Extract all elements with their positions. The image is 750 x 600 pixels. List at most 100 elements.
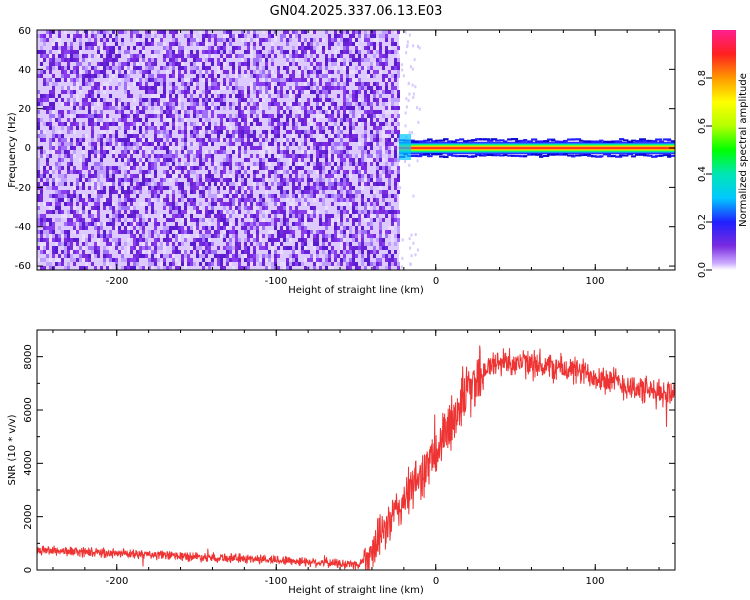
noise-cell [136, 58, 139, 62]
noise-cell [205, 30, 208, 34]
noise-cell [199, 62, 202, 66]
noise-cell [40, 58, 43, 62]
noise-cell [316, 230, 319, 234]
noise-cell [355, 230, 358, 234]
noise-cell [208, 150, 211, 154]
noise-cell [322, 190, 325, 194]
noise-cell [238, 122, 241, 126]
noise-cell [211, 226, 214, 230]
noise-cell [382, 114, 385, 118]
noise-cell [364, 150, 367, 154]
noise-cell [190, 186, 193, 190]
noise-cell [343, 42, 346, 46]
noise-cell [112, 190, 115, 194]
noise-cell [244, 134, 247, 138]
noise-cell [97, 186, 100, 190]
noise-cell [355, 42, 358, 46]
noise-cell [259, 58, 262, 62]
noise-cell [64, 30, 67, 34]
noise-cell [295, 54, 298, 58]
noise-cell [256, 218, 259, 222]
noise-cell [58, 42, 61, 46]
noise-cell [292, 102, 295, 106]
noise-cell [346, 82, 349, 86]
noise-cell [337, 198, 340, 202]
noise-cell [127, 214, 130, 218]
noise-cell [298, 210, 301, 214]
noise-cell [97, 134, 100, 138]
noise-cell [97, 42, 100, 46]
noise-cell [58, 34, 61, 38]
noise-cell [217, 218, 220, 222]
noise-cell [181, 66, 184, 70]
noise-cell [127, 262, 130, 266]
noise-cell [417, 120, 420, 124]
noise-cell [199, 202, 202, 206]
noise-cell [88, 46, 91, 50]
noise-cell [247, 194, 250, 198]
noise-cell [319, 46, 322, 50]
noise-cell [337, 190, 340, 194]
noise-cell [151, 90, 154, 94]
noise-cell [316, 118, 319, 122]
noise-cell [172, 190, 175, 194]
noise-cell [112, 174, 115, 178]
noise-cell [217, 214, 220, 218]
noise-cell [253, 254, 256, 258]
signal-band-edge [495, 139, 501, 142]
noise-cell [82, 162, 85, 166]
noise-cell [322, 246, 325, 250]
noise-cell [151, 94, 154, 98]
noise-cell [166, 110, 169, 114]
noise-cell [37, 170, 40, 174]
noise-cell [85, 266, 88, 270]
noise-cell [376, 130, 379, 134]
noise-cell [190, 134, 193, 138]
noise-cell [142, 254, 145, 258]
noise-cell [319, 246, 322, 250]
signal-band-edge [427, 155, 433, 158]
noise-cell [385, 150, 388, 154]
noise-cell [124, 90, 127, 94]
noise-cell [292, 230, 295, 234]
noise-cell [286, 50, 289, 54]
noise-cell [361, 38, 364, 42]
noise-cell [100, 222, 103, 226]
noise-cell [340, 182, 343, 186]
noise-cell [382, 102, 385, 106]
noise-cell [370, 226, 373, 230]
noise-cell [40, 190, 43, 194]
noise-cell [373, 234, 376, 238]
signal-band-edge [543, 140, 550, 143]
noise-cell [76, 126, 79, 130]
noise-cell [349, 266, 352, 270]
noise-cell [373, 210, 376, 214]
noise-cell [94, 170, 97, 174]
noise-cell [130, 150, 133, 154]
noise-cell [37, 198, 40, 202]
noise-cell [64, 174, 67, 178]
noise-cell [229, 162, 232, 166]
noise-cell [58, 46, 61, 50]
noise-cell [361, 258, 364, 262]
noise-cell [328, 74, 331, 78]
noise-cell [229, 262, 232, 266]
noise-cell [94, 210, 97, 214]
noise-cell [196, 82, 199, 86]
noise-cell [52, 42, 55, 46]
noise-cell [142, 158, 145, 162]
noise-cell [112, 38, 115, 42]
noise-cell [223, 58, 226, 62]
noise-cell [124, 86, 127, 90]
noise-cell [337, 238, 340, 242]
noise-cell [133, 66, 136, 70]
noise-cell [265, 254, 268, 258]
noise-cell [325, 162, 328, 166]
noise-cell [43, 238, 46, 242]
noise-cell [148, 62, 151, 66]
noise-cell [286, 190, 289, 194]
noise-cell [190, 34, 193, 38]
noise-cell [379, 166, 382, 170]
noise-cell [106, 198, 109, 202]
noise-cell [331, 42, 334, 46]
